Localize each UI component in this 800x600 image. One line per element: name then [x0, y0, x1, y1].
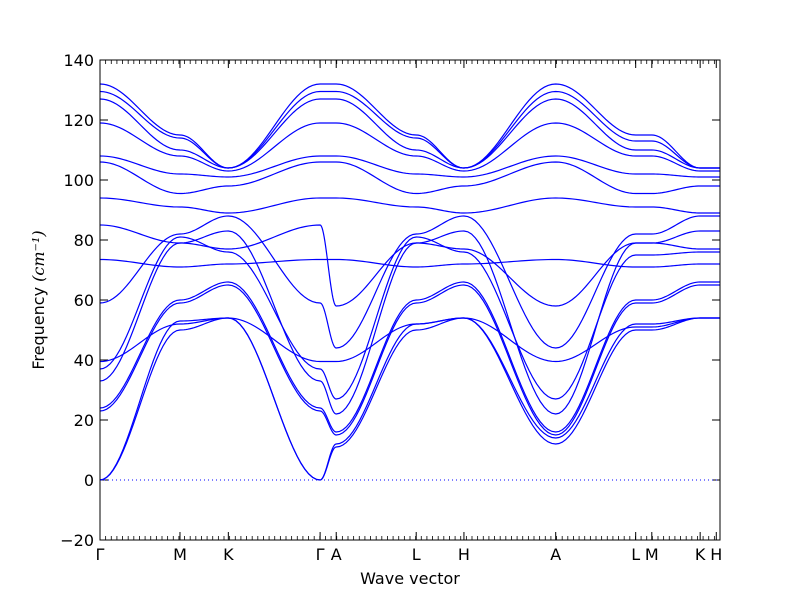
y-axis-label: Frequency (cm⁻¹)	[29, 230, 48, 369]
band-line	[100, 215, 720, 349]
band-line	[100, 317, 720, 481]
y-tick-label: 100	[63, 171, 94, 190]
plot-area	[100, 83, 720, 481]
band-line	[100, 197, 720, 214]
y-tick-label: 140	[63, 51, 94, 70]
band-line	[100, 83, 720, 169]
x-tick-label: L	[631, 545, 640, 564]
x-tick-label: M	[173, 545, 187, 564]
x-axis-label: Wave vector	[360, 569, 460, 588]
x-tick-label: H	[710, 545, 722, 564]
band-line	[100, 155, 720, 178]
y-tick-label: 80	[74, 231, 94, 250]
band-line	[100, 230, 720, 415]
x-tick-label: K	[695, 545, 706, 564]
band-line	[100, 224, 720, 307]
x-tick-label: L	[412, 545, 421, 564]
y-tick-label: 20	[74, 411, 94, 430]
x-tick-label: H	[458, 545, 470, 564]
plot-frame	[99, 59, 721, 541]
band-line	[100, 284, 720, 436]
y-tick-label: −20	[60, 531, 94, 550]
x-tick-label: A	[331, 545, 342, 564]
x-tick-label: M	[645, 545, 659, 564]
band-line	[100, 98, 720, 169]
band-line	[100, 90, 720, 169]
y-tick-label: 0	[84, 471, 94, 490]
band-line	[100, 236, 720, 400]
y-axis-ticks: −20 0 20 40 60 80 100 120 140	[60, 51, 720, 550]
x-axis-minor-ticks	[99, 60, 721, 540]
y-tick-label: 40	[74, 351, 94, 370]
band-line	[100, 258, 720, 268]
y-tick-label: 60	[74, 291, 94, 310]
x-tick-label: A	[550, 545, 561, 564]
band-line	[100, 122, 720, 172]
y-tick-label: 120	[63, 111, 94, 130]
band-line	[100, 317, 720, 481]
y-axis-label-text: Frequency	[29, 287, 48, 370]
band-line	[100, 317, 720, 363]
x-tick-label: Γ	[96, 545, 105, 564]
band-line	[100, 161, 720, 195]
band-line	[100, 281, 720, 433]
x-tick-label: Γ	[316, 545, 325, 564]
x-tick-label: K	[223, 545, 234, 564]
y-axis-label-unit: (cm⁻¹)	[29, 230, 48, 281]
